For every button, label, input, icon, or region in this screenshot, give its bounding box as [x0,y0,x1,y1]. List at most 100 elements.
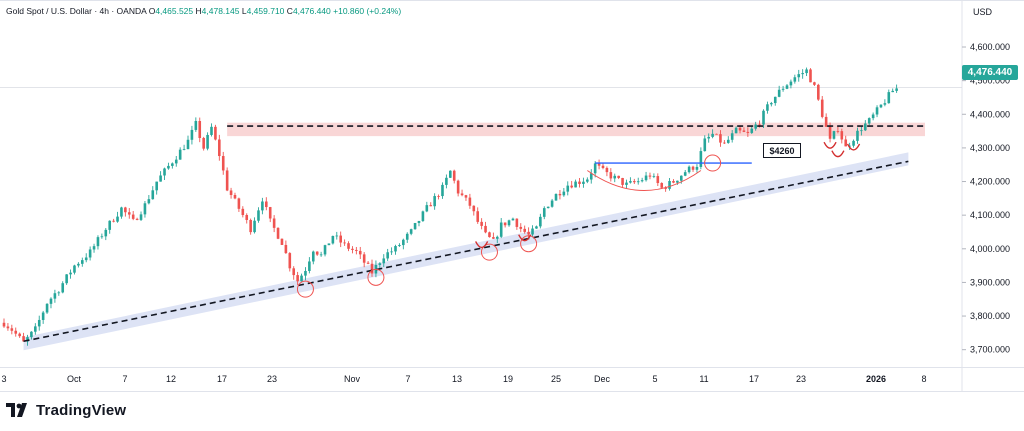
candle-body [218,139,221,157]
candle-body [562,191,566,196]
time-tick-label: 3 [1,374,6,384]
candle-body [304,270,307,276]
candle-body [394,246,397,252]
candle-body [460,193,464,196]
candle-body [323,245,327,255]
candle-body [335,235,339,237]
touch-circle [367,268,385,286]
candle-body [797,74,801,78]
candle-body [92,246,96,250]
candle-body [726,139,730,143]
candle-body [742,130,746,132]
candle-body [848,145,851,147]
candle-body [127,212,131,215]
candle-body [441,184,444,197]
candle-body [390,251,393,253]
candle-body [171,163,174,166]
candle-body [883,103,887,105]
candle-body [53,293,57,299]
cup-arc [587,170,702,191]
time-tick-label: Dec [594,374,611,384]
candle-body [257,210,260,221]
candle-body [593,163,597,174]
candle-body [311,251,315,262]
candle-body [61,283,65,293]
candle-body [711,133,714,137]
touch-circle [480,243,498,261]
legend-high-label: H [195,6,202,16]
candles [2,67,898,346]
candle-body [699,151,703,167]
candle-body [864,123,867,131]
time-tick-label: 7 [405,374,410,384]
candle-body [445,177,448,185]
candle-body [586,179,589,182]
candle-body [249,219,252,233]
candle-body [644,175,648,181]
candle-body [347,243,350,249]
candle-body [672,181,675,183]
candle-body [738,127,742,131]
candle-body [648,175,652,177]
candle-body [488,232,491,238]
time-tick-label: 17 [749,374,759,384]
price-tick-label: 4,600.000 [970,42,1010,52]
candle-body [758,124,761,126]
candle-body [147,199,151,204]
candle-body [225,170,229,191]
time-tick-label: 25 [551,374,561,384]
candle-body [609,172,613,179]
candle-body [750,128,754,133]
candle-body [351,248,354,250]
time-tick-label: 13 [452,374,462,384]
candle-body [163,168,166,176]
candle-body [542,208,546,217]
price-tick-label: 3,900.000 [970,277,1010,287]
candle-body [449,170,452,178]
candle-body [781,88,785,90]
candle-body [734,127,738,134]
brand[interactable]: TradingView [6,401,126,419]
candle-body [793,77,797,82]
candle-body [382,258,386,264]
candle-body [88,249,92,258]
legend-change: +10.860 (+0.24%) [333,6,402,16]
candle-body [386,252,389,259]
candle-body [597,163,601,166]
candle-body [143,203,147,215]
candle-body [817,84,820,100]
candle-body [421,211,425,221]
candle-body [319,254,323,256]
time-tick-label: 19 [503,374,513,384]
candle-body [582,181,585,184]
candle-body [6,326,10,329]
candle-body [174,159,178,164]
chart-legend: Gold Spot / U.S. Dollar · 4h · OANDA O4,… [6,6,401,16]
candle-body [777,89,781,97]
price-tick-label: 4,400.000 [970,109,1010,119]
legend-low-value: 4,459.710 [246,6,285,16]
touch-circle [704,154,722,172]
candle-body [265,201,268,208]
candle-body [856,130,859,141]
candle-body [836,131,840,132]
candle-body [14,330,18,334]
candle-body [719,134,722,143]
candle-body [683,172,687,176]
candle-body [433,196,436,207]
swing-curve [846,143,861,151]
candle-body [10,328,14,331]
candle-body [417,220,421,223]
candle-body [190,129,194,140]
candle-body [159,175,162,182]
candle-body [151,190,155,200]
candle-body [308,261,311,271]
candle-body [879,104,883,108]
candle-body [343,242,346,244]
candle-body [687,166,691,173]
candle-body [770,103,773,105]
time-tick-label: Nov [344,374,361,384]
legend-close-label: C [286,6,293,16]
candle-body [413,222,417,230]
